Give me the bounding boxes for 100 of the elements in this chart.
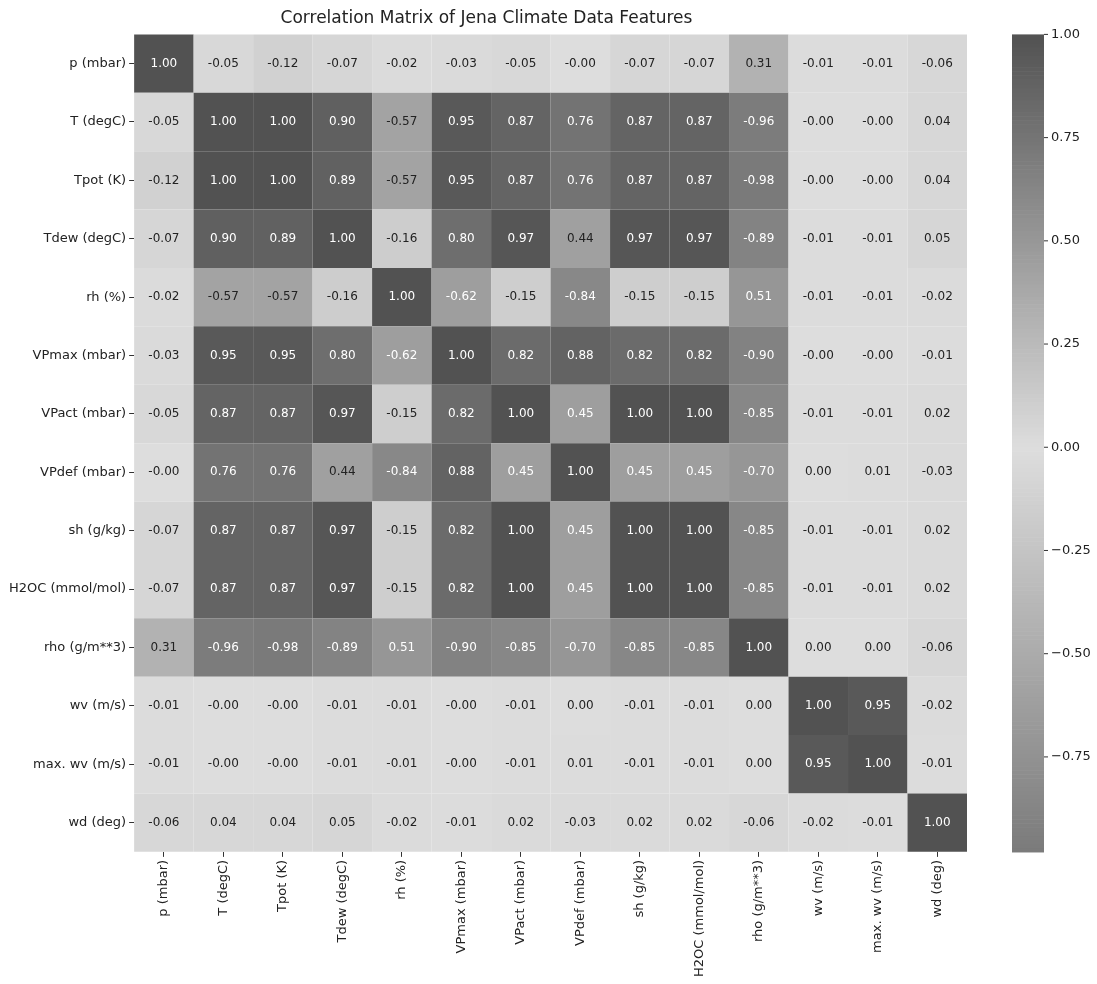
data-label: 0.31	[745, 55, 773, 70]
data-label: -0.07	[624, 55, 656, 70]
data-label: 1.00	[923, 814, 951, 829]
data-label: 0.02	[923, 406, 951, 421]
data-label: -0.03	[921, 464, 953, 479]
data-label: -0.01	[802, 55, 834, 70]
data-label: -0.89	[326, 639, 358, 654]
y-tick-label: VPdef (mbar)	[40, 463, 127, 479]
data-label: 0.01	[864, 464, 892, 479]
data-label: -0.96	[207, 639, 239, 654]
data-label: -0.01	[148, 698, 180, 713]
data-label: -0.85	[743, 406, 775, 421]
data-label: 0.80	[328, 347, 356, 362]
data-label: -0.00	[207, 756, 239, 771]
data-label: 0.95	[804, 756, 832, 771]
y-tick-label: Tpot (K)	[73, 171, 127, 187]
data-label: -0.06	[921, 55, 953, 70]
data-label: -0.03	[148, 347, 180, 362]
data-label: 1.00	[626, 522, 654, 537]
data-label: 1.00	[804, 698, 832, 713]
data-label: -0.85	[743, 522, 775, 537]
data-label: 0.05	[328, 814, 356, 829]
data-label: -0.00	[207, 698, 239, 713]
data-label: 0.45	[626, 464, 654, 479]
data-label: -0.01	[862, 230, 894, 245]
data-label: -0.07	[148, 581, 180, 596]
data-label: -0.01	[505, 756, 537, 771]
data-label: 0.04	[923, 114, 951, 129]
data-label: -0.00	[802, 347, 834, 362]
data-label: 0.02	[507, 814, 535, 829]
y-tick-label: wd (deg)	[68, 814, 127, 830]
data-label: -0.85	[743, 581, 775, 596]
data-label: 1.00	[269, 114, 297, 129]
data-label: 1.00	[626, 406, 654, 421]
data-label: -0.02	[921, 698, 953, 713]
data-label: 0.02	[923, 581, 951, 596]
data-label: -0.16	[386, 230, 418, 245]
data-label: 1.00	[507, 522, 535, 537]
data-label: 0.76	[566, 114, 594, 129]
data-label: -0.96	[743, 114, 775, 129]
data-label: -0.00	[862, 114, 894, 129]
x-tick-label: VPdef (mbar)	[571, 859, 587, 946]
data-label: -0.07	[148, 230, 180, 245]
data-label: -0.00	[862, 347, 894, 362]
data-label: -0.15	[624, 289, 656, 304]
data-label: 0.04	[923, 172, 951, 187]
data-label: 0.90	[210, 230, 237, 245]
data-label: 0.44	[566, 230, 594, 245]
data-label: 0.45	[685, 464, 713, 479]
data-label: -0.01	[624, 756, 656, 771]
data-label: -0.01	[445, 814, 477, 829]
data-label: -0.05	[148, 114, 180, 129]
data-label: -0.70	[564, 639, 596, 654]
data-label: 0.45	[507, 464, 535, 479]
data-label: 0.82	[447, 406, 475, 421]
data-label: 0.87	[685, 114, 713, 129]
data-label: 0.88	[447, 464, 475, 479]
data-label: 0.87	[210, 406, 237, 421]
data-label: -0.12	[267, 55, 299, 70]
x-tick-label: max. wv (m/s)	[869, 859, 885, 953]
x-tick-label: rho (g/m**3)	[750, 859, 766, 943]
color-bar-label: 1.00	[1051, 25, 1080, 41]
data-label: 1.00	[447, 347, 475, 362]
data-label: -0.07	[326, 55, 358, 70]
data-label: 0.44	[328, 464, 356, 479]
data-label: -0.06	[148, 814, 180, 829]
color-bar-label: 0.25	[1051, 335, 1080, 351]
data-label: 0.76	[566, 172, 594, 187]
data-label: -0.05	[148, 406, 180, 421]
x-tick-label: Tpot (K)	[274, 859, 290, 913]
data-label: 0.02	[626, 814, 654, 829]
data-label: 0.87	[269, 522, 297, 537]
data-label: -0.05	[207, 55, 239, 70]
data-label: -0.98	[743, 172, 775, 187]
y-tick-label: rho (g/m**3)	[43, 638, 127, 654]
data-label: 0.87	[269, 581, 297, 596]
data-label: 0.87	[626, 172, 654, 187]
data-label: -0.00	[267, 698, 299, 713]
data-label: 0.51	[388, 639, 416, 654]
data-label: -0.00	[445, 756, 477, 771]
data-label: -0.01	[683, 698, 715, 713]
data-label: 0.87	[210, 522, 237, 537]
data-label: -0.07	[683, 55, 715, 70]
data-label: -0.00	[445, 698, 477, 713]
data-label: -0.01	[862, 55, 894, 70]
data-label: -0.01	[802, 230, 834, 245]
color-bar-label: −0.75	[1051, 748, 1091, 764]
data-label: -0.57	[386, 172, 418, 187]
color-bar-label: −0.25	[1051, 541, 1091, 557]
data-label: 0.00	[804, 639, 832, 654]
data-label: 1.00	[745, 639, 773, 654]
y-tick-label: T (degC)	[69, 113, 127, 129]
data-label: -0.85	[683, 639, 715, 654]
data-label: -0.15	[505, 289, 537, 304]
data-label: -0.00	[802, 114, 834, 129]
data-label: -0.01	[802, 581, 834, 596]
data-label: -0.85	[505, 639, 537, 654]
x-tick-label: H2OC (mmol/mol)	[690, 859, 706, 978]
data-label: -0.01	[802, 406, 834, 421]
x-tick-label: p (mbar)	[155, 859, 171, 917]
